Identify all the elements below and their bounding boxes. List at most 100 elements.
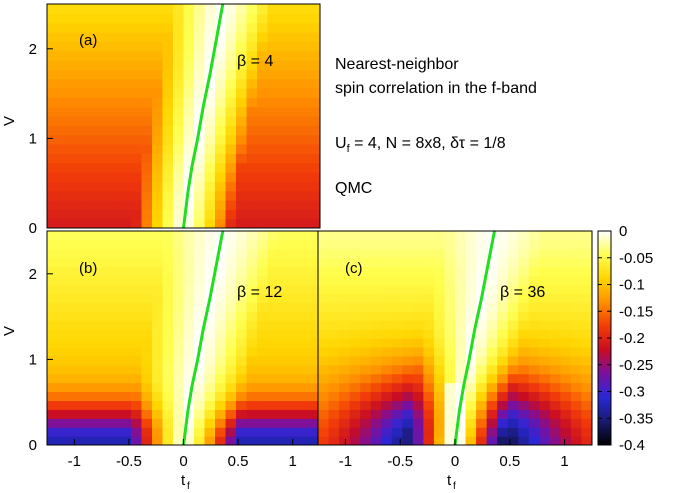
heat-cell: [131, 162, 143, 173]
heat-cell: [581, 436, 592, 445]
heat-cell: [507, 257, 519, 268]
heat-cell: [131, 4, 143, 14]
heat-cell: [225, 32, 237, 42]
heat-cell: [539, 391, 551, 402]
heat-cell: [444, 257, 456, 268]
heat-cell: [518, 373, 530, 384]
heat-cell: [110, 231, 122, 241]
green-curve-c: [453, 231, 496, 445]
heat-cell: [99, 190, 111, 201]
heat-cell: [444, 373, 456, 384]
heat-cell: [267, 218, 279, 228]
heat-cell: [225, 190, 237, 201]
heat-cell: [246, 329, 258, 339]
heat-cell: [215, 382, 227, 393]
heat-cell: [560, 320, 572, 330]
heat-cell: [246, 50, 258, 61]
heat-cell: [476, 382, 488, 393]
heat-cell: [476, 302, 488, 312]
heat-cell: [131, 284, 143, 295]
heat-cell: [518, 239, 530, 250]
colorbar-segment: [598, 442, 611, 446]
heat-cell: [412, 382, 424, 393]
heat-cell: [518, 266, 530, 277]
heat-cell: [57, 172, 69, 182]
heat-cell: [68, 4, 80, 14]
heat-cell: [433, 231, 446, 241]
heat-cell: [288, 320, 300, 330]
heat-cell: [225, 409, 237, 419]
heat-cell: [236, 41, 248, 52]
heat-cell: [570, 418, 583, 428]
heat-cell: [141, 88, 153, 98]
heat-cell: [183, 106, 195, 117]
heat-cell: [131, 320, 143, 330]
heat-cell: [57, 50, 69, 61]
heat-cell: [549, 257, 561, 268]
heat-cell: [194, 144, 206, 154]
heat-cell: [141, 144, 153, 154]
heat-cell: [518, 302, 530, 312]
x-tick-label: 0: [451, 453, 459, 470]
heat-cell: [549, 436, 561, 445]
colorbar-segment: [598, 375, 611, 379]
heat-cell: [99, 373, 111, 384]
heat-cell: [152, 190, 164, 201]
heat-cell: [236, 97, 248, 108]
heat-cell: [68, 409, 80, 419]
heat-cell: [391, 231, 403, 241]
heat-cell: [57, 13, 69, 24]
heat-cell: [318, 302, 330, 312]
heat-cell: [131, 355, 143, 366]
heat-cell: [539, 275, 551, 286]
heat-cell: [215, 257, 227, 268]
heat-cell: [215, 162, 227, 173]
heat-cell: [518, 311, 530, 321]
heat-cell: [162, 172, 174, 182]
heat-cell: [560, 338, 572, 348]
heat-cell: [423, 436, 435, 445]
heat-cell: [173, 266, 185, 277]
heat-cell: [89, 32, 101, 42]
heat-cell: [299, 69, 311, 80]
heat-cell: [433, 382, 446, 393]
heat-cell: [246, 190, 258, 201]
heat-cell: [141, 409, 153, 419]
heat-cell: [152, 418, 164, 428]
heat-cell: [110, 181, 122, 192]
heat-cell: [246, 409, 258, 419]
heat-cell: [246, 239, 258, 250]
heat-cell: [47, 275, 59, 286]
heat-cell: [225, 50, 237, 61]
colorbar-segment: [598, 439, 611, 443]
heat-cell: [444, 346, 456, 357]
annotation-params-prefix: U: [335, 135, 347, 152]
heat-cell: [486, 391, 498, 402]
heat-cell: [162, 106, 174, 117]
heat-cell: [455, 346, 467, 357]
y-ticks-a: 012: [29, 41, 53, 237]
heat-cell: [225, 275, 237, 286]
heat-cell: [152, 97, 164, 108]
heat-cell: [47, 427, 59, 437]
heat-cell: [560, 400, 572, 410]
heat-cell: [57, 218, 69, 228]
heat-cell: [120, 4, 132, 14]
heat-cell: [318, 329, 330, 339]
heat-cell: [78, 60, 90, 70]
heat-cell: [141, 4, 153, 14]
heat-cell: [162, 418, 174, 428]
heat-cell: [162, 181, 174, 192]
heat-cell: [581, 418, 592, 428]
heat-cell: [360, 338, 372, 348]
heat-cell: [267, 400, 279, 410]
heat-cell: [215, 69, 227, 80]
heat-cell: [391, 257, 403, 268]
heat-cell: [215, 181, 227, 192]
heat-cell: [215, 200, 227, 210]
heat-cell: [444, 329, 456, 339]
heat-cell: [162, 266, 174, 277]
heat-cell: [528, 373, 540, 384]
heat-cell: [236, 32, 248, 42]
heat-cell: [412, 248, 424, 259]
